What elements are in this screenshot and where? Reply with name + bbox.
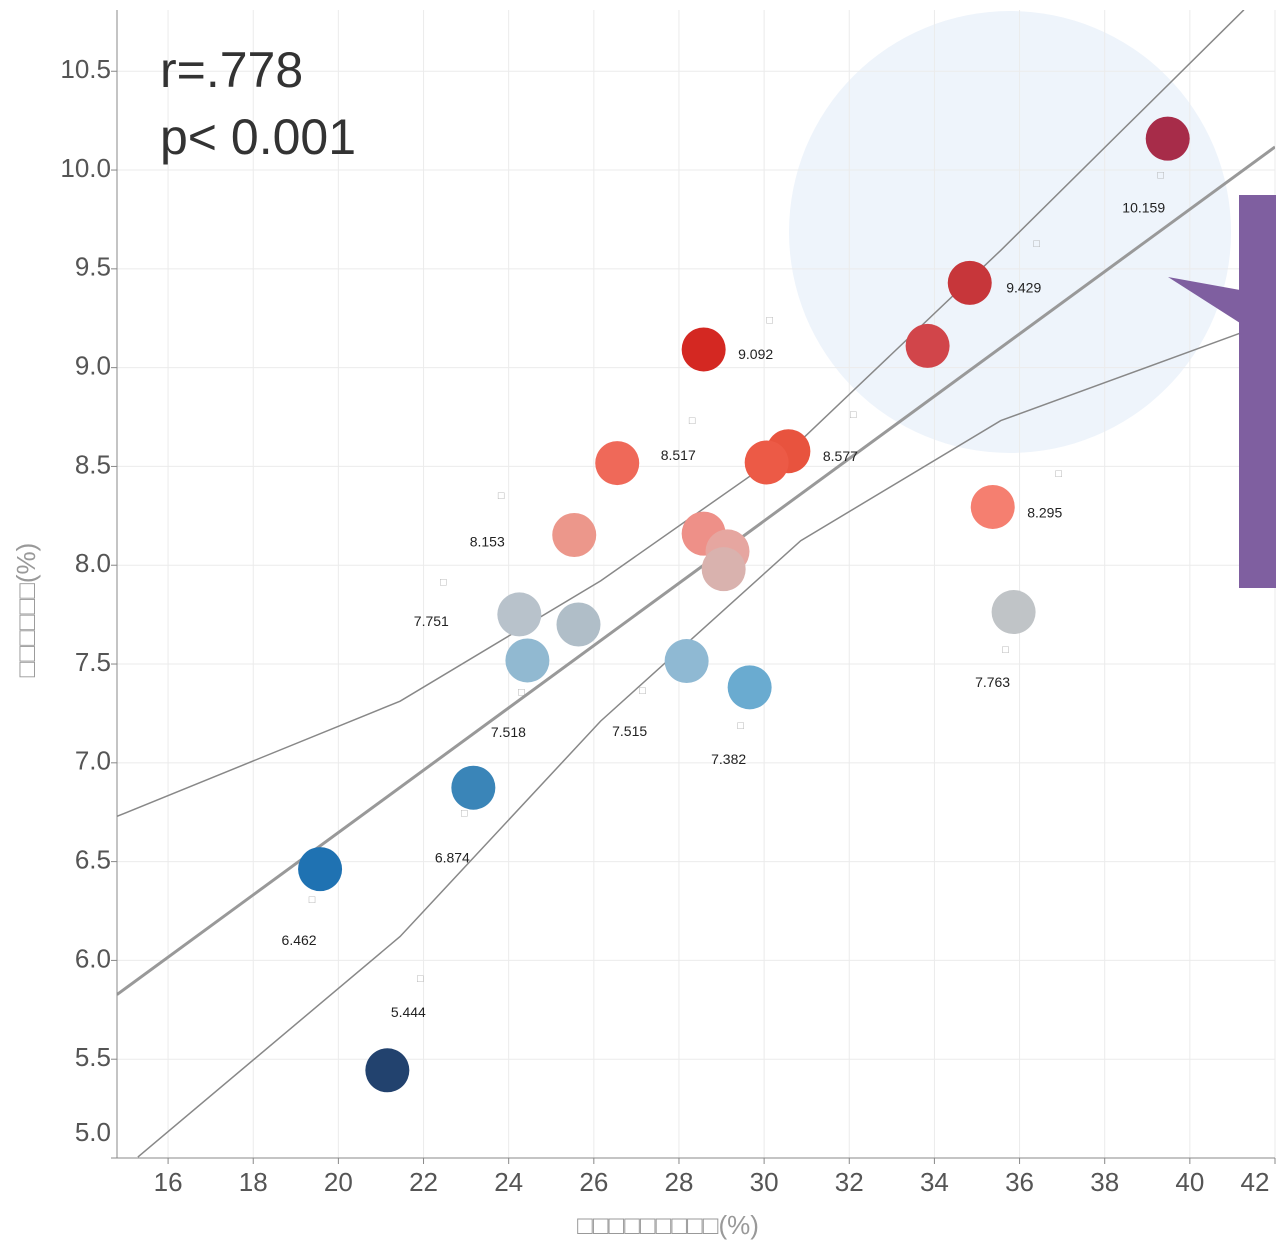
point-name: □ [440,576,447,588]
point-name: □ [689,415,696,427]
point [505,638,550,683]
y-tick-label: 8.5 [75,449,111,479]
point [451,765,496,810]
point-name: □ [461,808,468,820]
point-name: □ [766,314,773,326]
point [497,592,542,637]
confidence-band [137,319,1275,1158]
x-tick-label: 42 [1241,1167,1270,1197]
point [947,260,992,305]
point-name: □ [417,973,424,985]
point-name: □ [518,686,525,698]
x-tick-label: 18 [239,1167,268,1197]
tooltip-pointer [1168,277,1240,323]
data-label: 6.462 [282,932,317,948]
data-label: 8.153 [470,534,505,550]
x-tick-label: 40 [1175,1167,1204,1197]
x-tick-label: 26 [579,1167,608,1197]
y-tick-label: 6.5 [75,844,111,874]
point-name: □ [498,490,505,502]
x-tick-label: 16 [154,1167,183,1197]
confidence-band [117,10,1245,818]
point [727,665,772,710]
data-label: 7.382 [711,751,746,767]
x-tick-label: 24 [494,1167,523,1197]
x-tick-label: 36 [1005,1167,1034,1197]
point [970,484,1015,529]
x-tick-label: 22 [409,1167,438,1197]
points: 10.159 □ 9.429 □ 9.092 □ 8.577 □ 8.517 □ 8.153 □ 7.7… [282,116,1190,1093]
point-name: □ [309,894,316,906]
x-tick-label: 38 [1090,1167,1119,1197]
point [595,441,640,486]
data-label: 5.444 [391,1004,426,1020]
data-label: 6.874 [435,849,470,865]
y-tick-label: 5.0 [75,1117,111,1147]
point-name: □ [639,685,646,697]
annotation: r=.778 [160,42,303,98]
point [701,547,746,592]
y-tick-label: 6.0 [75,943,111,973]
x-tick-label: 20 [324,1167,353,1197]
point [744,440,789,485]
point [556,602,601,647]
y-tick-label: 9.0 [75,351,111,381]
highlight-circle [789,11,1231,453]
point-name: □ [1002,644,1009,656]
point [1145,116,1190,161]
point-name: □ [850,409,857,421]
y-tick-label: 5.5 [75,1042,111,1072]
x-axis-label: □□□□□□□□□(%) [577,1210,759,1240]
x-tick-label: 30 [750,1167,779,1197]
point [552,512,597,557]
x-tick-label: 32 [835,1167,864,1197]
point [905,323,950,368]
data-label: 10.159 [1122,199,1165,215]
tooltip [1239,195,1276,588]
annotation: p< 0.001 [160,109,356,165]
data-label: 9.092 [738,346,773,362]
data-label: 8.517 [661,447,696,463]
data-label: 7.518 [491,724,526,740]
x-tick-label: 28 [665,1167,694,1197]
data-label: 8.577 [823,448,858,464]
point [664,639,709,684]
point-name: □ [737,720,744,732]
data-label: 7.515 [612,723,647,739]
y-tick-label: 7.0 [75,746,111,776]
data-label: 7.751 [414,613,449,629]
y-tick-label: 7.5 [75,647,111,677]
point [681,327,726,372]
point [991,590,1036,635]
point [365,1048,410,1093]
y-tick-label: 9.5 [75,252,111,282]
grid: 16 18 20 22 24 26 28 30 32 34 36 38 40 42 5.0 5.5 6.0 6.5… [60,10,1276,1197]
x-tick-label: 34 [920,1167,949,1197]
point-name: □ [1033,238,1040,250]
y-axis-label: □□□□□□(%) [11,543,41,678]
point [298,847,343,892]
data-label: 9.429 [1006,280,1041,296]
data-label: 8.295 [1027,505,1062,521]
y-tick-label: 8.0 [75,548,111,578]
y-tick-label: 10.5 [60,54,111,84]
regression-line [117,145,1275,996]
point-name: □ [1157,170,1164,182]
y-tick-label: 10.0 [60,153,111,183]
data-label: 7.763 [975,674,1010,690]
point-name: □ [1055,468,1062,480]
